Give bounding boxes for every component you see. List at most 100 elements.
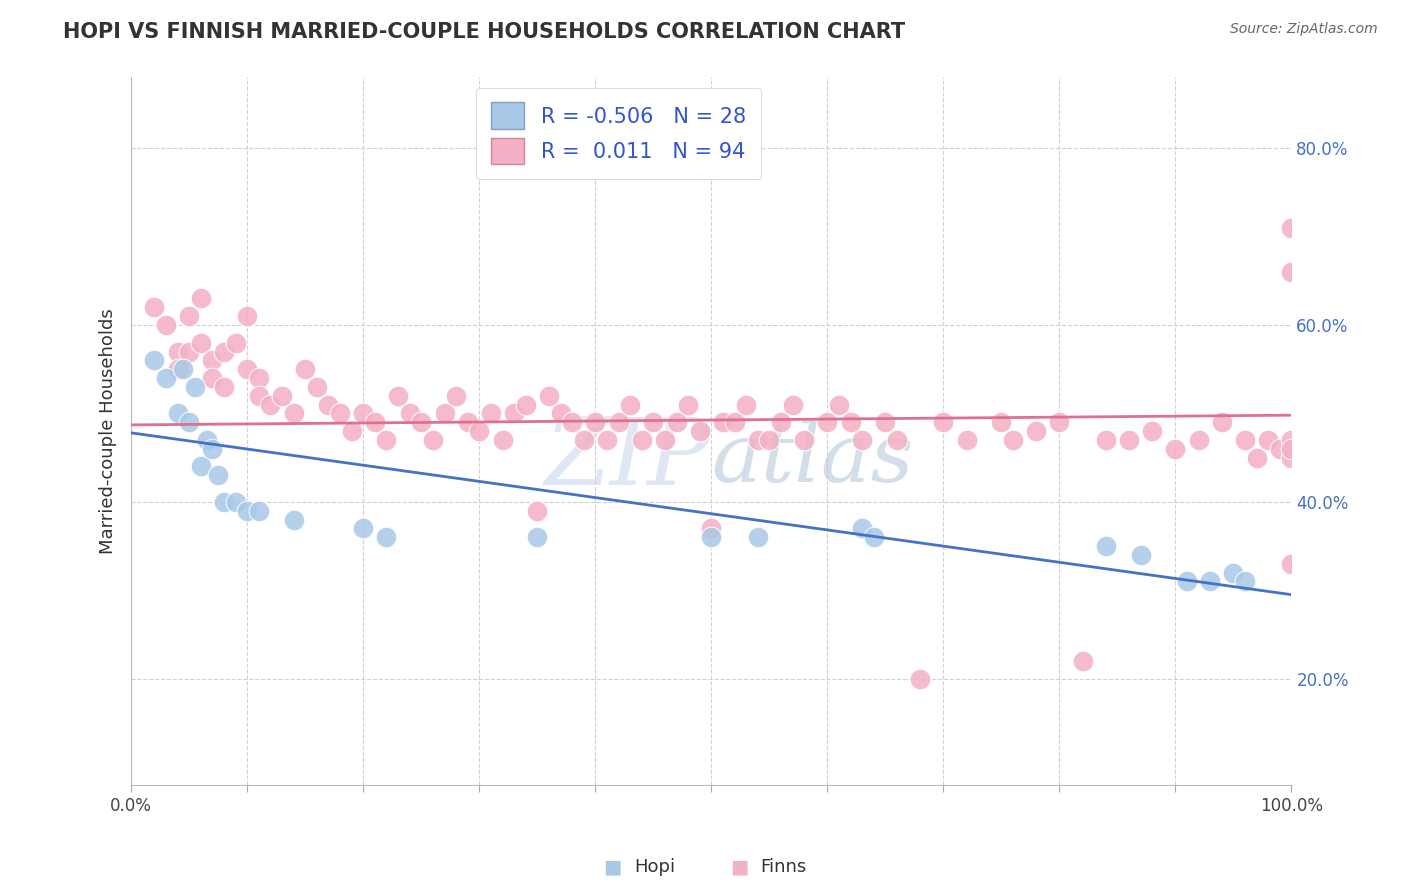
Point [643,415,665,429]
Point [815,415,838,429]
Point [444,389,467,403]
Point [932,415,955,429]
Point [572,433,595,447]
Point [735,398,758,412]
Point [526,504,548,518]
Point [793,433,815,447]
Point [689,424,711,438]
Point [143,301,166,315]
Point [201,371,224,385]
Point [225,335,247,350]
Point [457,415,479,429]
Point [1281,442,1303,456]
Point [1281,450,1303,465]
Point [1222,566,1244,580]
Point [143,353,166,368]
Point [207,468,229,483]
Point [1257,433,1279,447]
Point [769,415,792,429]
Text: Source: ZipAtlas.com: Source: ZipAtlas.com [1230,22,1378,37]
Point [387,389,409,403]
Point [190,335,212,350]
Point [1234,433,1257,447]
Point [305,380,328,394]
Point [1246,450,1268,465]
Point [195,433,218,447]
Text: Hopi: Hopi [634,858,675,876]
Point [1281,557,1303,571]
Point [190,459,212,474]
Point [1188,433,1211,447]
Point [236,309,259,323]
Point [283,406,305,420]
Point [364,415,387,429]
Point [259,398,281,412]
Point [1025,424,1047,438]
Point [828,398,851,412]
Point [172,362,194,376]
Point [375,433,398,447]
Point [155,371,177,385]
Point [747,530,769,544]
Text: ■: ■ [603,857,621,877]
Point [1281,220,1303,235]
Point [700,521,723,535]
Point [1234,574,1257,589]
Point [596,433,619,447]
Point [654,433,676,447]
Point [1001,433,1024,447]
Point [1164,442,1187,456]
Point [607,415,630,429]
Point [201,442,224,456]
Point [166,344,188,359]
Point [179,415,201,429]
Point [1211,415,1233,429]
Point [166,362,188,376]
Point [561,415,583,429]
Point [212,344,235,359]
Point [839,415,862,429]
Point [1175,574,1198,589]
Text: ■: ■ [730,857,748,877]
Point [537,389,560,403]
Point [1268,442,1291,456]
Point [479,406,502,420]
Text: atlas: atlas [711,419,914,500]
Point [515,398,537,412]
Point [166,406,188,420]
Point [630,433,652,447]
Point [1095,539,1118,553]
Point [190,292,212,306]
Point [375,530,398,544]
Point [1047,415,1070,429]
Point [352,406,374,420]
Point [411,415,433,429]
Point [1095,433,1118,447]
Point [619,398,641,412]
Point [225,495,247,509]
Point [422,433,444,447]
Point [955,433,977,447]
Point [1129,548,1152,562]
Text: ZIP: ZIP [544,415,711,504]
Point [283,512,305,526]
Point [329,406,352,420]
Point [851,433,873,447]
Point [1281,265,1303,279]
Point [212,495,235,509]
Point [294,362,316,376]
Point [782,398,804,412]
Point [711,415,734,429]
Point [201,353,224,368]
Text: HOPI VS FINNISH MARRIED-COUPLE HOUSEHOLDS CORRELATION CHART: HOPI VS FINNISH MARRIED-COUPLE HOUSEHOLD… [63,22,905,42]
Point [468,424,491,438]
Point [676,398,699,412]
Point [247,389,270,403]
Point [886,433,908,447]
Point [1142,424,1164,438]
Point [723,415,745,429]
Point [247,371,270,385]
Point [583,415,606,429]
Point [236,504,259,518]
Point [398,406,420,420]
